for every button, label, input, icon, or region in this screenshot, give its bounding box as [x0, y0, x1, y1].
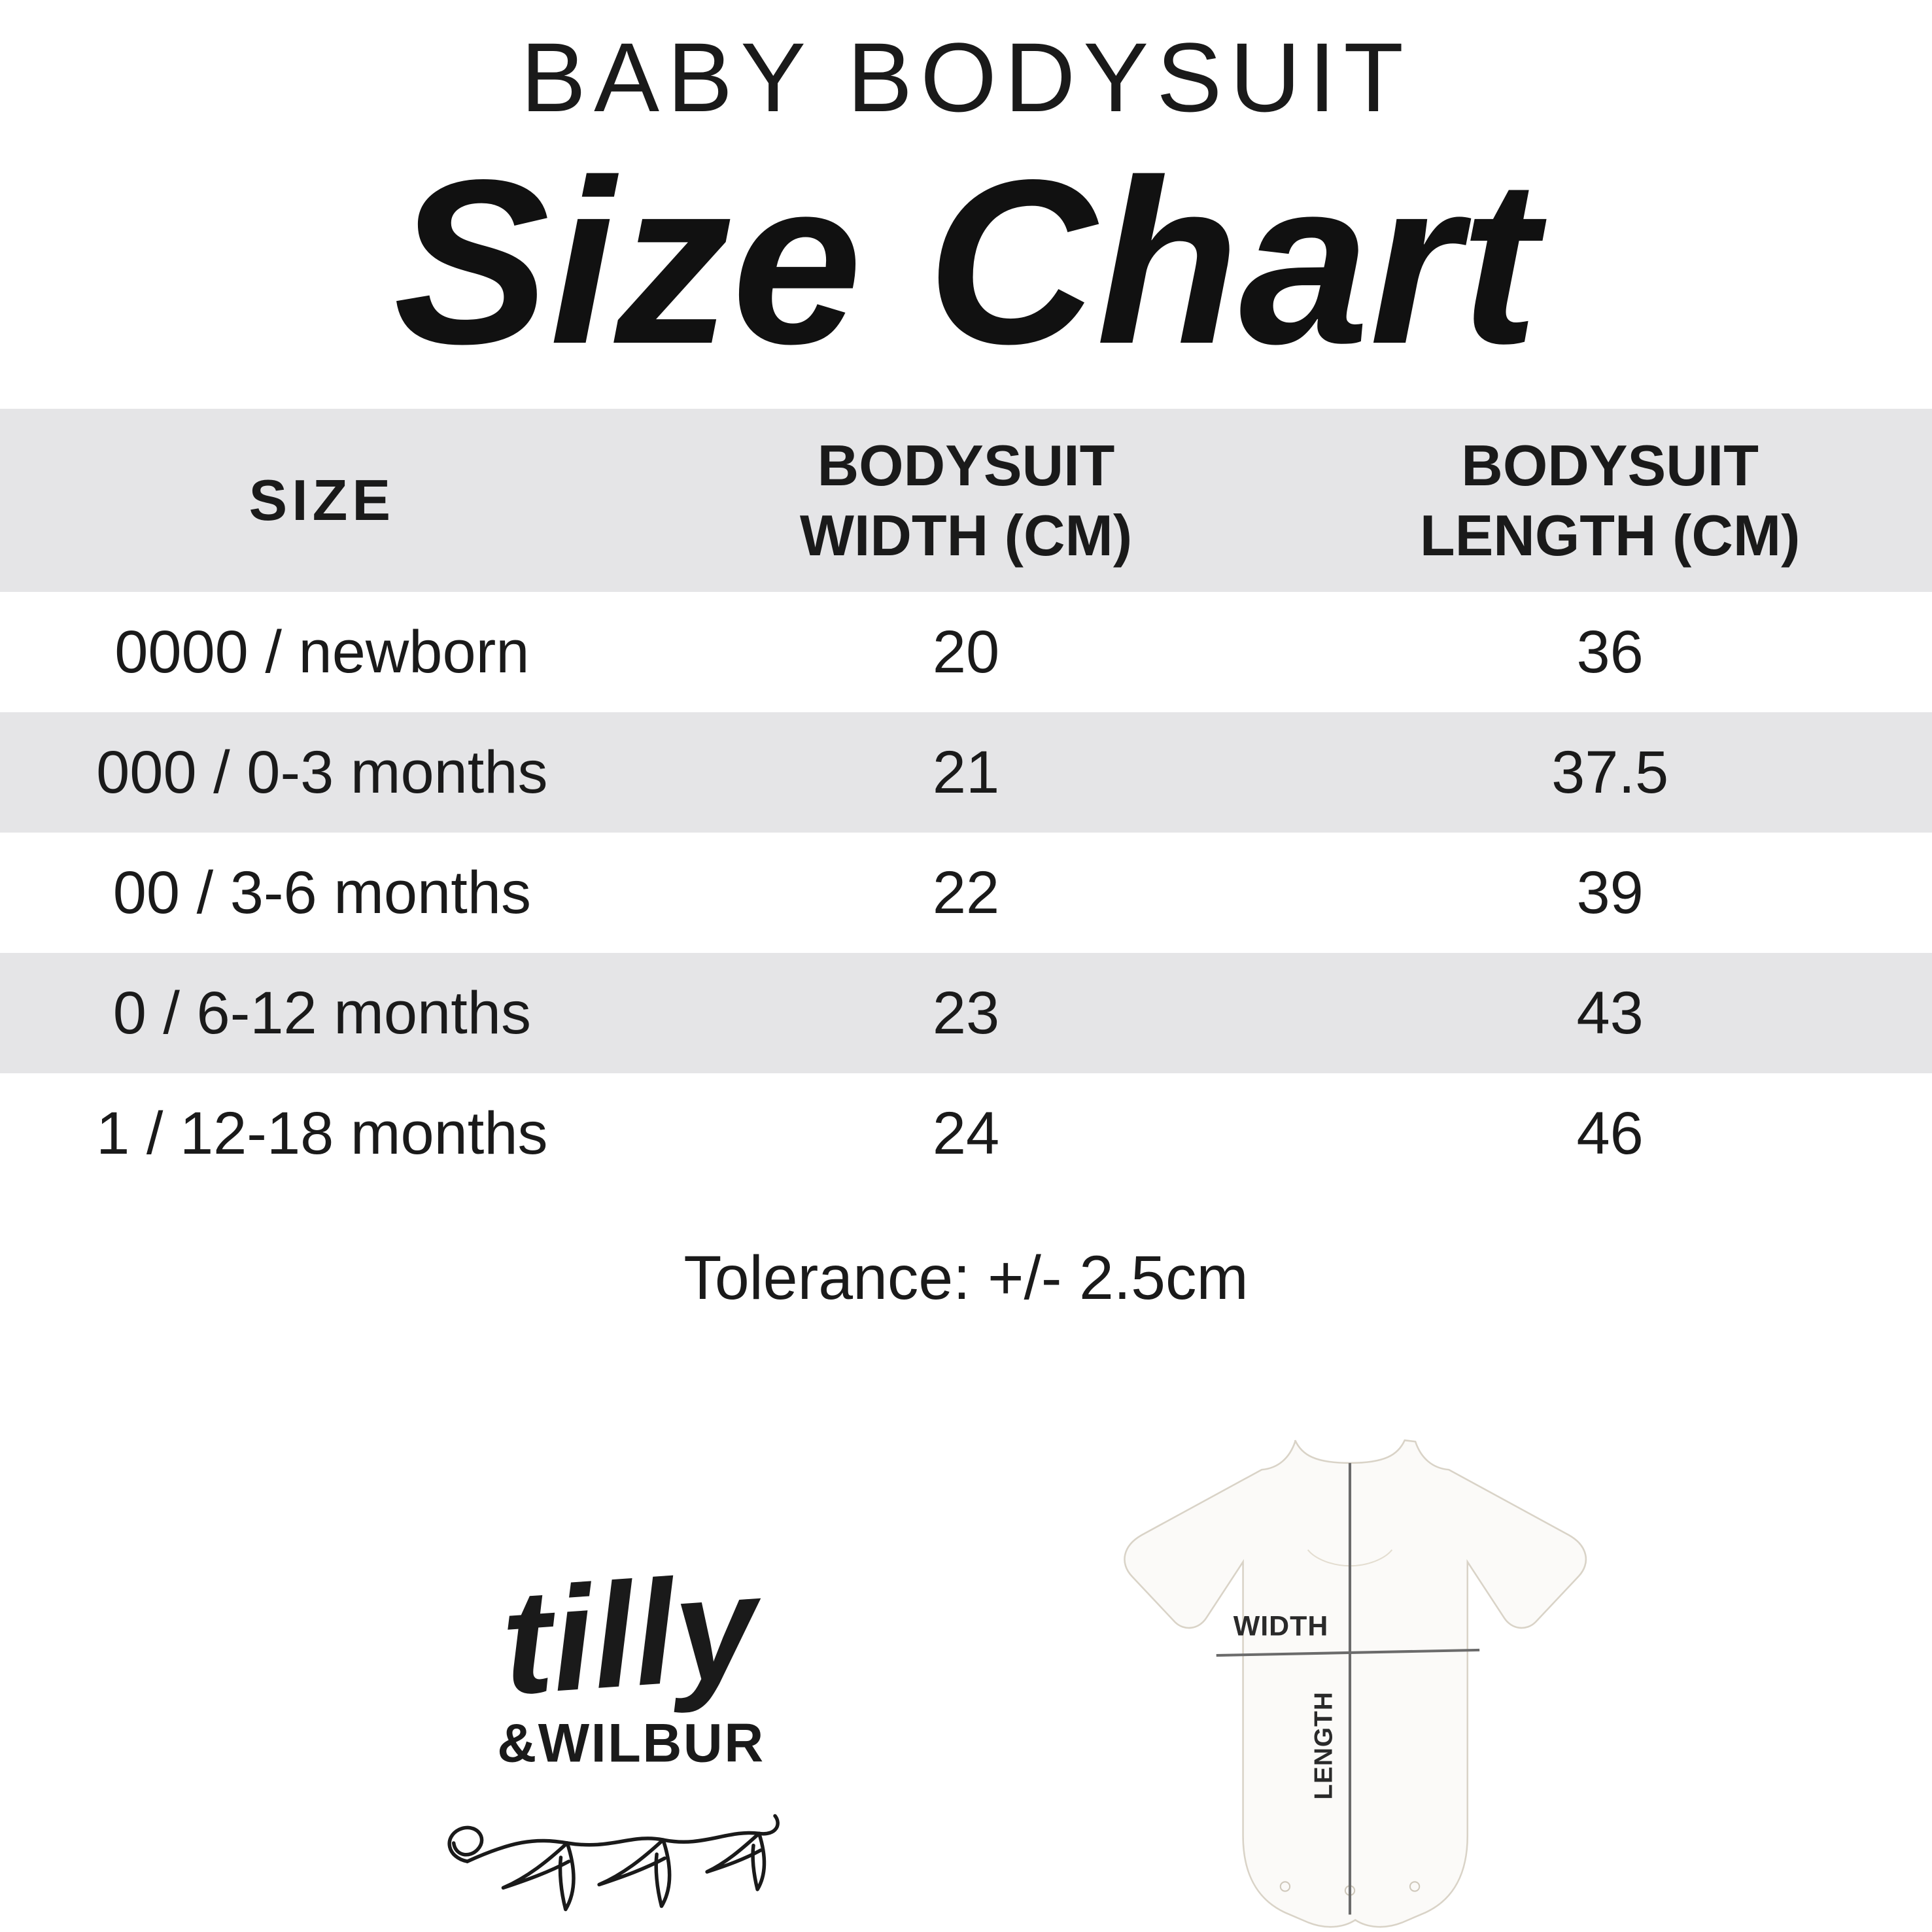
svg-text:&WILBUR: &WILBUR: [497, 1712, 765, 1773]
svg-text:WIDTH: WIDTH: [1233, 1610, 1329, 1642]
svg-text:tilly: tilly: [496, 1542, 768, 1725]
svg-text:LENGTH: LENGTH: [1309, 1691, 1337, 1800]
